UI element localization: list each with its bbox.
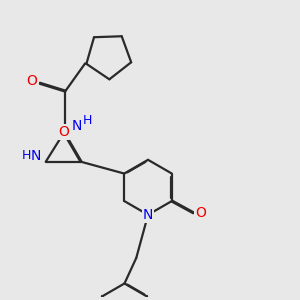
Text: H: H xyxy=(21,149,31,162)
Text: O: O xyxy=(195,206,206,220)
Text: N: N xyxy=(143,208,153,222)
Text: H: H xyxy=(82,114,92,127)
Text: N: N xyxy=(72,119,82,134)
Text: O: O xyxy=(58,125,69,139)
Text: O: O xyxy=(26,74,38,88)
Text: N: N xyxy=(31,149,41,163)
